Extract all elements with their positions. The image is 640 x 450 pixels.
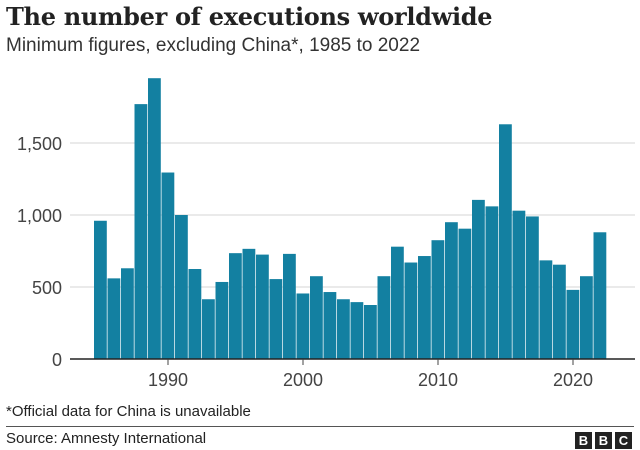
bbc-logo-letter: B bbox=[575, 432, 592, 449]
bar bbox=[445, 222, 458, 359]
bar bbox=[499, 124, 512, 359]
bar bbox=[148, 78, 161, 359]
bar bbox=[283, 253, 296, 359]
x-tick-label: 2020 bbox=[553, 370, 593, 390]
bbc-logo: B B C bbox=[575, 432, 632, 449]
bar bbox=[229, 253, 242, 359]
bar bbox=[256, 254, 269, 359]
bar bbox=[107, 278, 121, 359]
bar bbox=[188, 269, 202, 359]
bar bbox=[202, 299, 215, 359]
bar bbox=[580, 276, 593, 359]
bar bbox=[431, 240, 445, 359]
bar bbox=[296, 293, 310, 359]
y-tick-label: 1,500 bbox=[17, 134, 62, 154]
bar-chart: 0 500 1,000 1,500 1990 2000 2010 2020 bbox=[17, 78, 635, 390]
divider bbox=[6, 426, 634, 427]
bar bbox=[337, 299, 350, 359]
bar bbox=[215, 281, 229, 359]
bar bbox=[94, 220, 107, 359]
bar bbox=[269, 279, 283, 359]
source: Source: Amnesty International bbox=[6, 430, 207, 447]
bar bbox=[161, 172, 175, 359]
bar bbox=[526, 216, 539, 359]
x-tick-label: 2000 bbox=[283, 370, 323, 390]
bar bbox=[593, 232, 607, 359]
bar bbox=[472, 199, 485, 359]
footnote: *Official data for China is unavailable bbox=[6, 403, 251, 420]
x-tick-label: 2010 bbox=[418, 370, 458, 390]
bar bbox=[350, 302, 364, 359]
bar bbox=[553, 264, 566, 359]
bar bbox=[134, 104, 148, 360]
y-tick-label: 0 bbox=[52, 350, 62, 370]
bar bbox=[458, 228, 472, 359]
bar bbox=[418, 256, 431, 359]
chart-title: The number of executions worldwide bbox=[6, 2, 493, 31]
bar bbox=[121, 268, 134, 359]
bar bbox=[364, 305, 377, 359]
chart-subtitle: Minimum figures, excluding China*, 1985 … bbox=[6, 35, 421, 56]
bar bbox=[175, 215, 188, 359]
bar bbox=[539, 260, 553, 359]
y-tick-label: 500 bbox=[32, 278, 62, 298]
bar bbox=[404, 262, 418, 359]
bar bbox=[566, 289, 580, 359]
bbc-logo-letter: C bbox=[615, 432, 632, 449]
bar bbox=[323, 292, 337, 359]
bar bbox=[391, 246, 404, 359]
bar bbox=[512, 210, 526, 359]
x-tick-label: 1990 bbox=[148, 370, 188, 390]
bar bbox=[377, 276, 391, 359]
bbc-logo-letter: B bbox=[595, 432, 612, 449]
bar bbox=[242, 248, 256, 359]
bar bbox=[310, 276, 323, 359]
y-tick-label: 1,000 bbox=[17, 206, 62, 226]
bar bbox=[485, 206, 499, 359]
